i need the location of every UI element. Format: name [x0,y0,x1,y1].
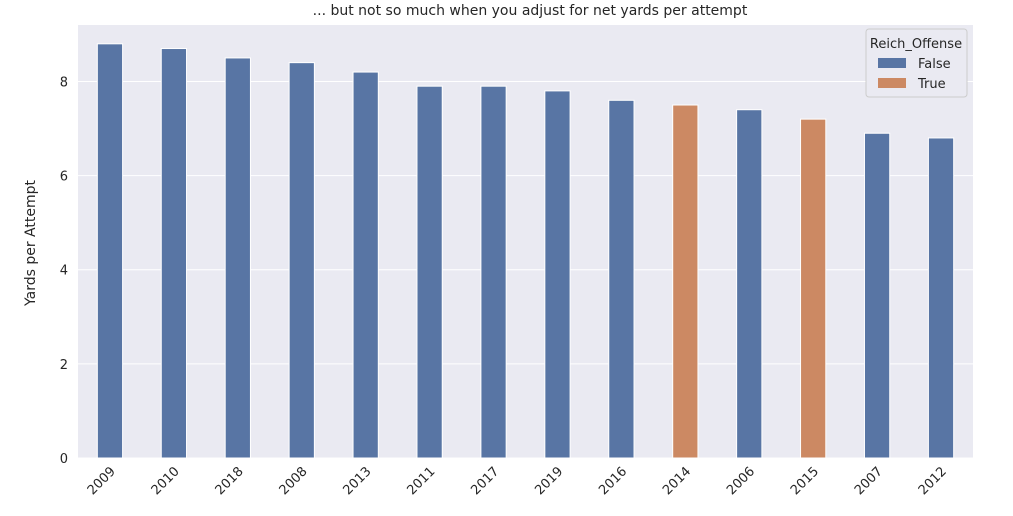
y-tick-label: 4 [60,264,68,279]
x-tick-label: 2010 [149,464,183,498]
plot-background [78,25,973,458]
bar-2019 [544,90,571,459]
chart-title: ... but not so much when you adjust for … [313,3,748,19]
x-tick-label: 2007 [852,464,886,498]
y-axis-label: Yards per Attempt [23,180,39,307]
bar-2013 [352,71,379,459]
bar-2014 [672,104,699,459]
legend-title: Reich_Offense [870,37,962,52]
x-tick-label: 2015 [788,464,822,498]
bar-2007 [863,132,891,459]
bar-2012 [927,137,955,459]
bar-2008 [288,62,315,459]
y-tick-label: 2 [60,358,68,373]
x-tick-label: 2013 [340,464,374,498]
y-tick-labels: 0 2 4 6 8 [60,75,68,467]
y-tick-label: 8 [60,75,68,90]
y-tick-label: 0 [60,452,68,467]
bar-2009 [96,43,124,459]
x-tick-label: 2016 [596,464,630,498]
bar-2006 [736,109,763,459]
x-tick-label: 2008 [277,464,311,498]
x-tick-label: 2018 [213,464,247,498]
legend-swatch-false [878,58,906,68]
x-tick-label: 2019 [532,464,566,498]
bar-2010 [160,48,188,459]
legend-label-false: False [918,57,951,72]
x-tick-label: 2011 [404,464,438,498]
legend-label-true: True [917,77,946,92]
legend-swatch-true [878,78,906,88]
bars [96,43,955,459]
x-tick-label: 2014 [660,464,694,498]
x-tick-labels: 2009 2010 2018 2008 2013 2011 2017 2019 2016 2014… [85,464,950,498]
legend: Reich_Offense False True [865,28,968,98]
x-tick-label: 2006 [724,464,758,498]
x-tick-label: 2017 [468,464,502,498]
bar-2011 [416,85,443,459]
y-tick-label: 6 [60,170,68,185]
bar-2015 [800,118,827,459]
bar-2017 [480,85,507,459]
x-tick-label: 2009 [85,464,119,498]
x-tick-label: 2012 [916,464,950,498]
bar-2018 [224,57,251,459]
bar-2016 [608,99,635,459]
